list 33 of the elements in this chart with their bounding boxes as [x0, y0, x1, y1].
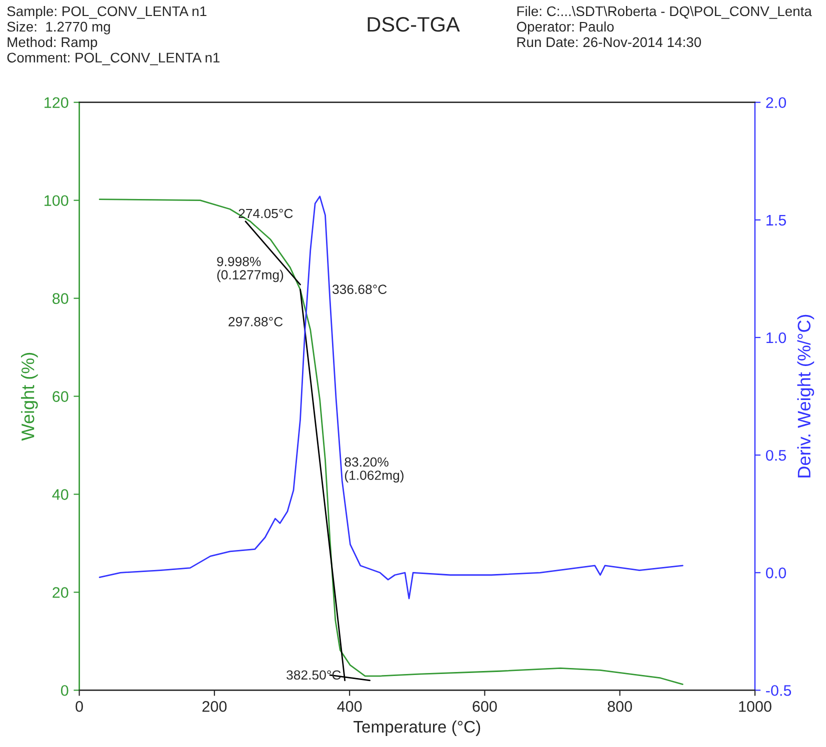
y2-tick-label: -0.5: [766, 685, 792, 696]
x-tick-label: 800: [608, 701, 632, 712]
y-tick-label: 40: [52, 489, 68, 500]
x-tick-label: 0: [76, 701, 83, 712]
annotation: 9.998% (0.1277mg): [217, 256, 284, 282]
y2-tick-label: 1.0: [766, 332, 786, 344]
y-tick-label: 20: [52, 587, 68, 598]
y2-axis-title: Deriv. Weight (%/°C): [797, 314, 814, 478]
y2-tick-label: 0.0: [766, 568, 786, 578]
y2-tick-label: 0.5: [766, 450, 786, 461]
y-tick-label: 120: [44, 97, 68, 108]
text: File: C:...\SDT\Roberta - DQ\POL_CONV_Lenta Operator: Paulo Run Date: 26-Nov-2014 14:30: [516, 6, 812, 48]
y-tick-label: 80: [52, 293, 68, 304]
x-tick-label: 400: [337, 701, 362, 712]
line-series: [98, 198, 684, 686]
x-tick-label: 1000: [739, 701, 772, 712]
line-series: [98, 196, 684, 600]
y2-tick-label: 2.0: [766, 97, 786, 108]
annotation: 336.68°C: [332, 284, 387, 294]
annotation: 274.05°C: [238, 208, 293, 218]
annotation: 83.20% (1.062mg): [344, 457, 404, 483]
y-tick-label: 100: [44, 195, 68, 206]
y-tick-label: 0: [60, 685, 68, 696]
x-axis-title: Temperature (°C): [354, 720, 480, 736]
annotation: 297.88°C: [228, 316, 283, 326]
y2-tick-label: 1.5: [766, 214, 786, 226]
chart-title: DSC-TGA: [368, 16, 460, 32]
annotation: 382.50°C: [286, 670, 341, 680]
x-tick-label: 200: [202, 701, 227, 712]
y-axis-title: Weight (%): [21, 352, 38, 441]
x-tick-label: 600: [472, 701, 497, 712]
y-tick-label: 60: [52, 391, 68, 402]
text: Sample: POL_CONV_LENTA n1 Size: 1.2770 mg Method: Ramp Comment: POL_CONV_LENTA n1: [7, 6, 220, 66]
